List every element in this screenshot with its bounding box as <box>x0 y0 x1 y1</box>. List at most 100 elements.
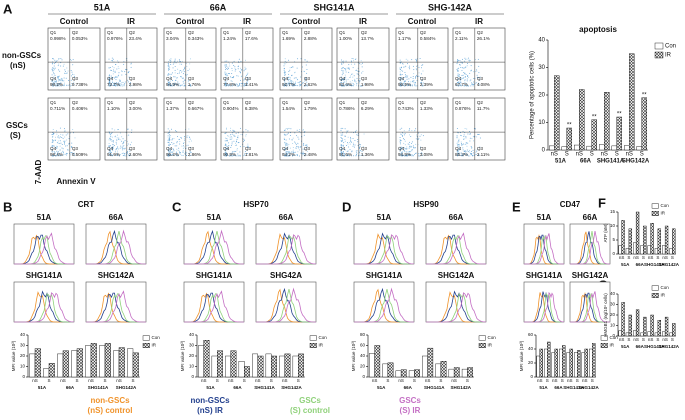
quadrant-value: 95.9% <box>398 82 411 87</box>
bar <box>76 348 83 378</box>
flow-event <box>71 75 73 77</box>
flow-event <box>245 76 247 78</box>
flow-event <box>119 79 121 81</box>
flow-event <box>122 145 124 147</box>
flow-event <box>64 84 66 86</box>
flow-event <box>348 71 350 73</box>
flow-event <box>54 81 56 83</box>
flow-event <box>169 81 171 83</box>
flow-event <box>345 76 347 78</box>
flow-event <box>118 139 120 141</box>
flow-event <box>110 84 112 86</box>
flow-event <box>303 70 305 72</box>
quadrant-name: Q2 <box>304 100 311 105</box>
bar <box>99 345 106 378</box>
flow-event <box>349 149 351 151</box>
x-tick-label: nS <box>451 378 457 383</box>
y-axis-label: Percentage of apoptotic cells (%) <box>530 51 536 139</box>
quadrant-name: Q3 <box>72 146 79 151</box>
flow-event <box>345 69 347 71</box>
row-label: (nS) <box>10 61 26 70</box>
flow-event <box>406 148 408 150</box>
flow-event <box>399 83 401 85</box>
quadrant-name: Q2 <box>72 30 79 35</box>
quadrant-name: Q2 <box>188 30 195 35</box>
x-tick-label: nS <box>576 152 583 158</box>
flow-event <box>297 136 299 138</box>
flow-event <box>58 69 60 71</box>
flow-event <box>177 85 179 87</box>
flow-event <box>66 67 68 69</box>
flow-event <box>300 58 302 60</box>
flow-event <box>298 138 300 140</box>
flow-event <box>357 70 359 72</box>
flow-event <box>224 71 226 73</box>
flow-event <box>403 142 405 144</box>
flow-event <box>111 83 113 85</box>
bar <box>244 366 250 378</box>
bar <box>672 228 676 255</box>
flow-event <box>169 136 171 138</box>
flow-event <box>237 137 239 139</box>
flow-event <box>227 75 229 77</box>
flow-event <box>187 135 189 137</box>
quadrant-value: 0.406% <box>72 106 88 111</box>
flow-event <box>59 149 61 151</box>
flow-event <box>181 77 183 79</box>
bar <box>650 314 654 337</box>
flow-event <box>294 141 296 143</box>
flow-event <box>64 129 66 131</box>
flow-event <box>295 142 297 144</box>
flow-event <box>227 84 229 86</box>
flow-event <box>228 73 230 75</box>
flow-event <box>404 84 406 86</box>
flow-event <box>350 60 352 62</box>
flow-event <box>341 74 343 76</box>
flow-event <box>233 76 235 78</box>
flow-event <box>54 59 56 61</box>
flow-event <box>474 128 476 130</box>
flow-event <box>66 145 68 147</box>
bar <box>467 367 473 378</box>
flow-event <box>288 127 290 129</box>
flow-event <box>173 138 175 140</box>
quadrant-value: 0.667% <box>188 106 204 111</box>
flow-event <box>182 154 184 156</box>
x-tick-label: nS <box>32 378 38 383</box>
quadrant-value: 4.08% <box>477 82 490 87</box>
flow-event <box>412 80 414 82</box>
bar <box>29 353 36 378</box>
flow-event <box>125 155 127 157</box>
quadrant-name: Q1 <box>398 30 405 35</box>
flow-event <box>411 59 413 61</box>
flow-event <box>471 152 473 154</box>
flow-event <box>346 67 348 69</box>
flow-event <box>342 62 344 64</box>
quadrant-name: Q1 <box>107 100 114 105</box>
flow-event <box>401 84 403 86</box>
flow-event <box>115 83 117 85</box>
quadrant-value: 0.053% <box>72 36 88 41</box>
flow-event <box>299 155 301 157</box>
x-tick-label: S <box>627 337 630 342</box>
flow-event <box>477 133 479 135</box>
flow-event <box>124 81 126 83</box>
flow-event <box>470 60 472 62</box>
flow-event <box>179 143 181 145</box>
flow-event <box>121 140 123 142</box>
flow-event <box>473 81 475 83</box>
flow-event <box>478 134 480 136</box>
flow-event <box>350 85 352 87</box>
flow-event <box>245 84 247 86</box>
flow-event <box>112 82 114 84</box>
flow-event <box>294 83 296 85</box>
flow-event <box>412 65 414 67</box>
flow-event <box>54 83 56 85</box>
flow-event <box>420 76 422 78</box>
legend-label: Con <box>488 335 497 340</box>
bar <box>581 352 585 378</box>
bar <box>382 363 389 378</box>
x-tick-label: nS <box>201 378 207 383</box>
flow-event <box>171 85 173 87</box>
flow-event <box>56 85 58 87</box>
